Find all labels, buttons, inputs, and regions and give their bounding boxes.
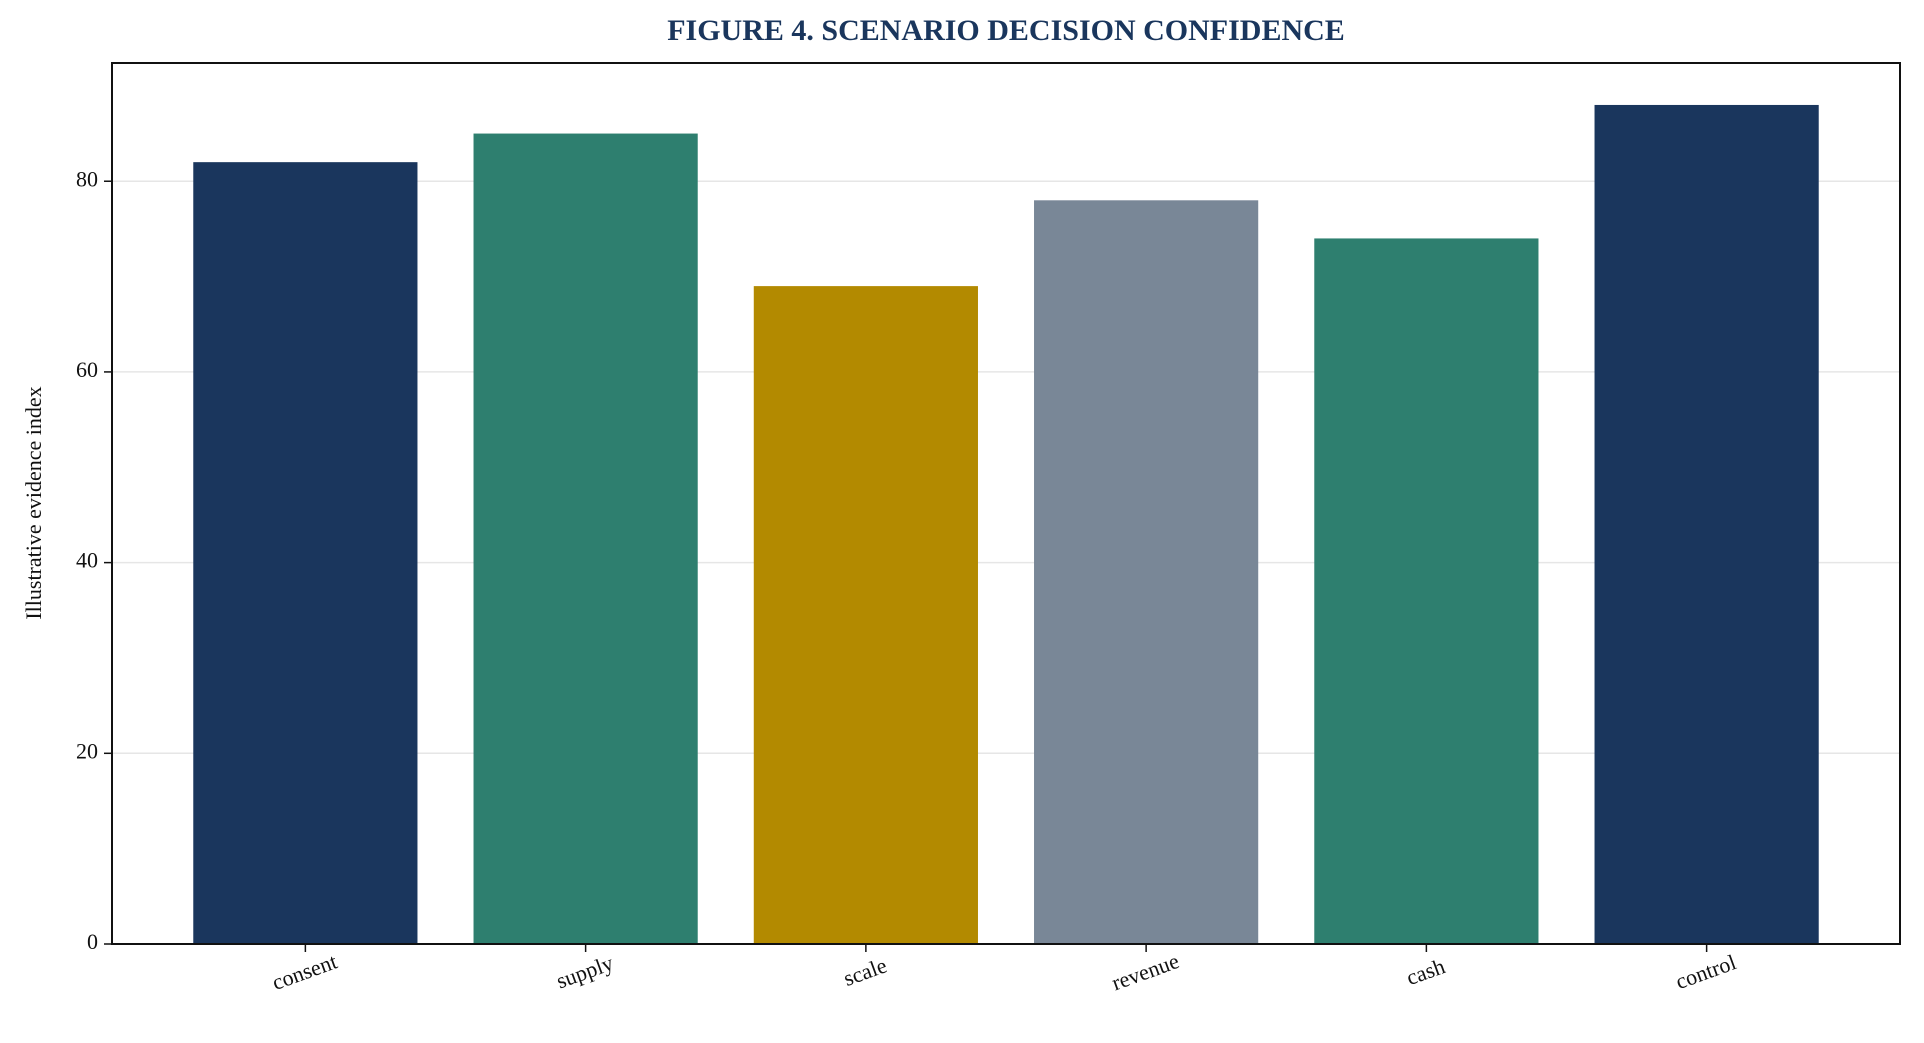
bar (473, 133, 698, 944)
bar (1034, 200, 1259, 944)
y-tick-label: 40 (76, 548, 98, 573)
y-axis-label: Illustrative evidence index (21, 386, 46, 619)
x-tick-label: consent (269, 948, 341, 994)
y-tick-label: 0 (87, 929, 98, 954)
bar (1314, 238, 1539, 944)
y-tick-label: 80 (76, 166, 98, 191)
x-tick-label: supply (553, 950, 617, 994)
y-tick-label: 20 (76, 738, 98, 763)
x-tick-label: revenue (1108, 948, 1182, 995)
bar (1594, 104, 1819, 944)
x-tick-label: scale (840, 952, 890, 991)
bar (753, 286, 978, 945)
y-tick-label: 60 (76, 357, 98, 382)
chart-title: FIGURE 4. SCENARIO DECISION CONFIDENCE (667, 14, 1345, 47)
x-tick-label: cash (1403, 953, 1448, 990)
bar (193, 162, 418, 945)
x-tick-label: control (1672, 949, 1739, 994)
plot-frame (111, 62, 1901, 945)
